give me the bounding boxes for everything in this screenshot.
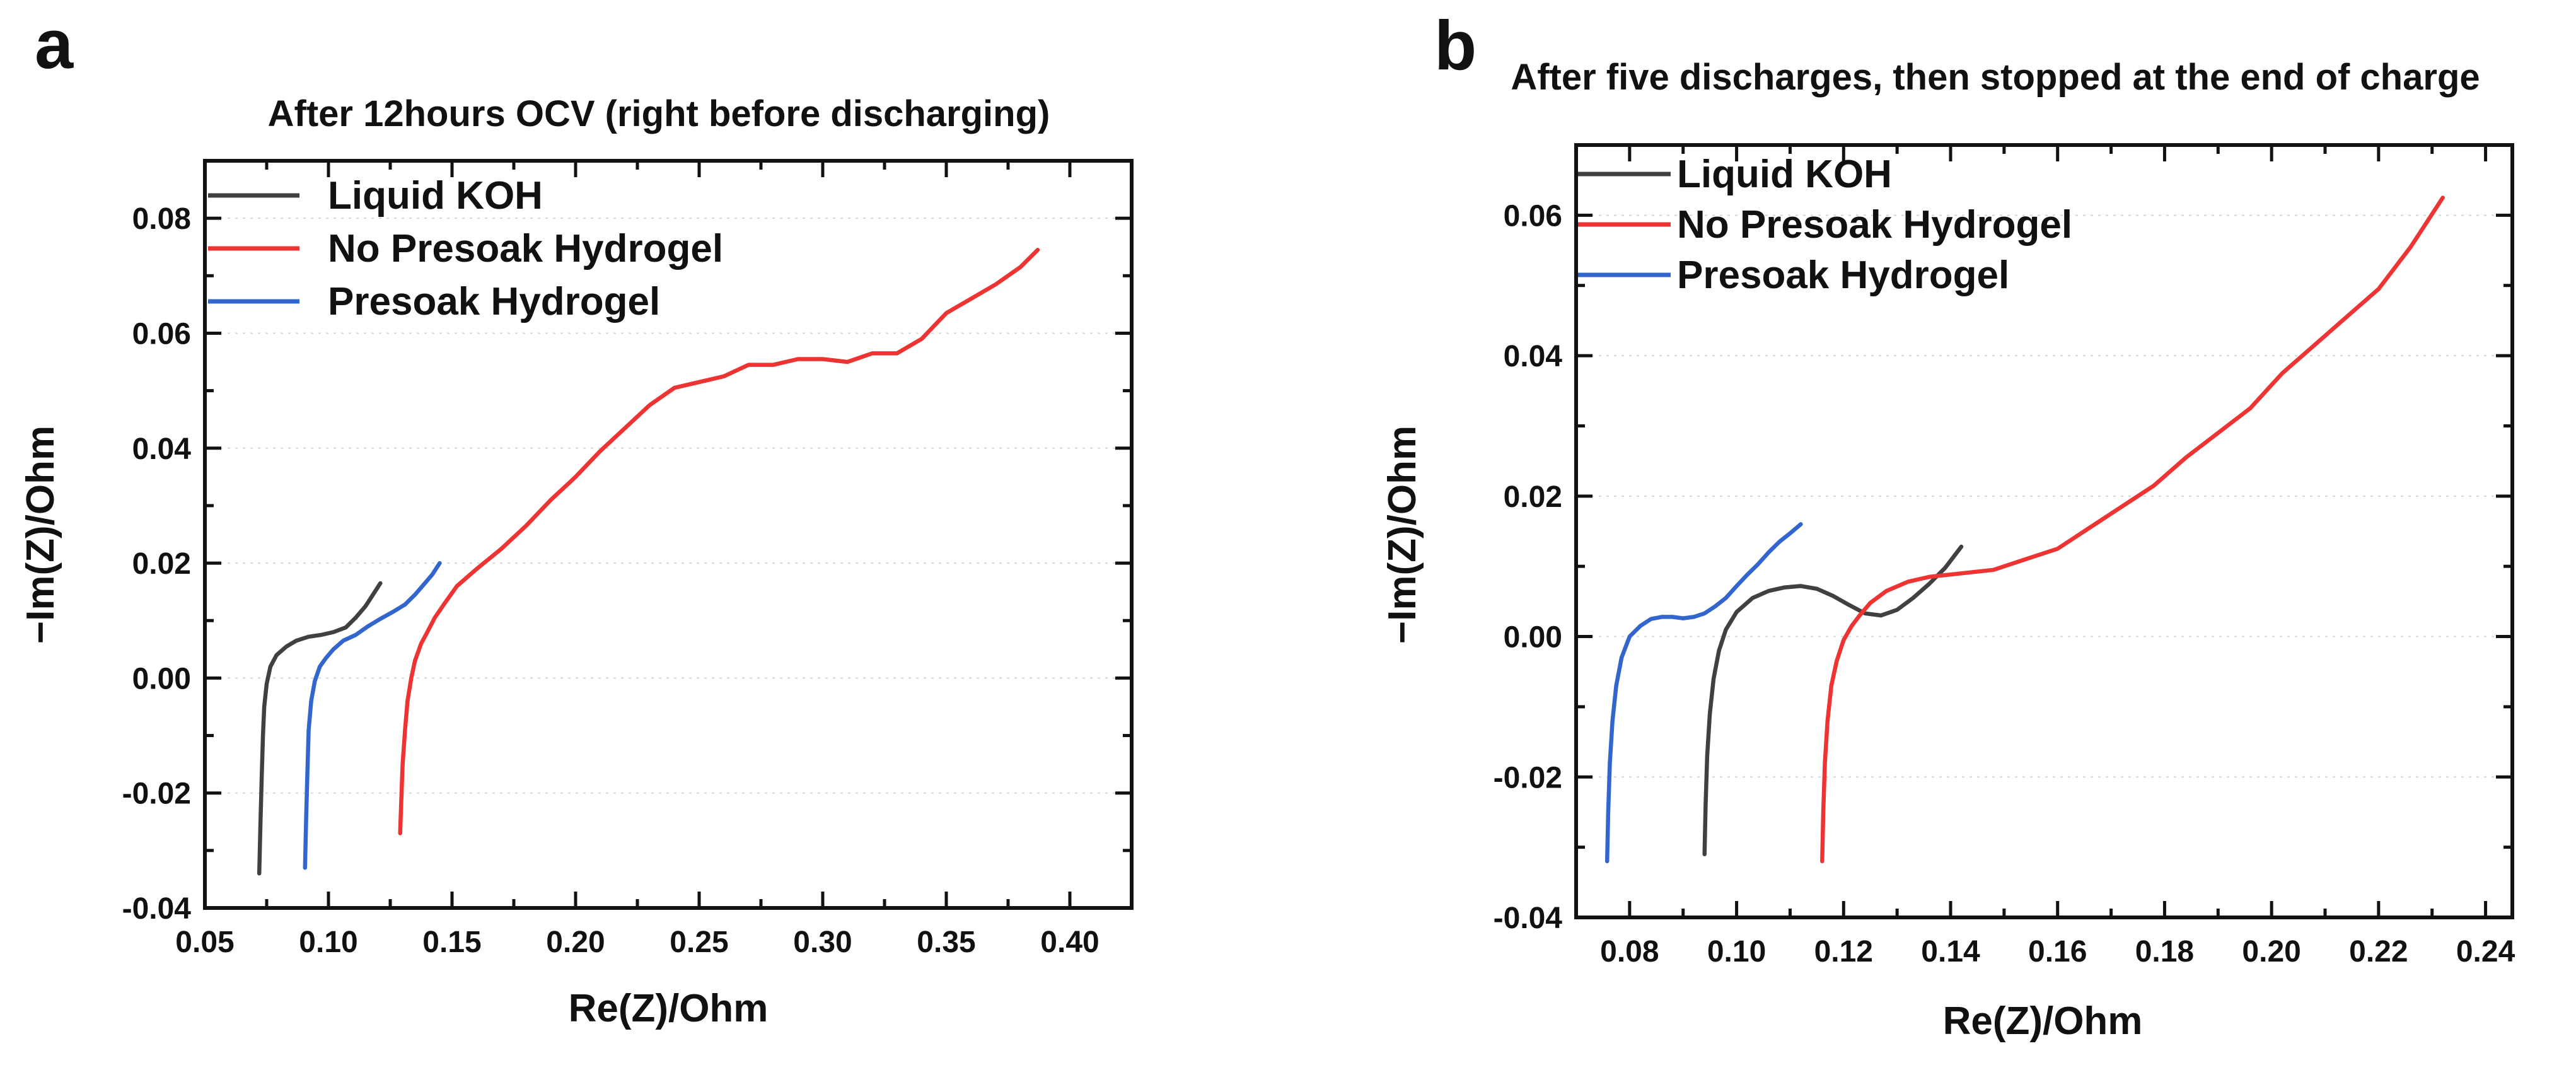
- plot-frame: [1574, 143, 2514, 919]
- y-tick-label: -0.04: [122, 892, 192, 926]
- x-axis-label: Re(Z)/Ohm: [569, 987, 769, 1030]
- panel-b: b After five discharges, then stopped at …: [1381, 7, 2515, 1043]
- series-line-liquid-koh: [1702, 544, 1964, 857]
- y-tick-label: 0.06: [1504, 199, 1562, 233]
- legend-label: No Presoak Hydrogel: [1677, 203, 2072, 247]
- y-tick-label: -0.02: [1494, 761, 1562, 794]
- y-axis-label: −Im(Z)/Ohm: [19, 426, 62, 644]
- x-tick-label: 0.25: [670, 926, 728, 959]
- y-tick-label: 0.00: [132, 662, 191, 695]
- x-tick-label: 0.18: [2135, 935, 2194, 968]
- x-tick-label: 0.20: [546, 926, 605, 959]
- y-tick-label: -0.02: [122, 777, 191, 811]
- series-line-no-presoak-hydrogel: [1820, 195, 2445, 864]
- x-tick-label: 0.16: [2028, 935, 2087, 968]
- legend-label: No Presoak Hydrogel: [328, 227, 723, 270]
- panel-a: a After 12hours OCV (right before dischar…: [19, 6, 1134, 1030]
- x-tick-label: 0.10: [299, 926, 357, 959]
- y-tick-label: 0.04: [1504, 340, 1563, 373]
- x-tick-label: 0.35: [917, 926, 975, 959]
- y-tick-label: 0.02: [1504, 480, 1562, 514]
- y-axis-label: −Im(Z)/Ohm: [1381, 426, 1424, 644]
- panel-letter: a: [35, 6, 74, 83]
- x-tick-label: 0.22: [2349, 935, 2408, 968]
- series-line-no-presoak-hydrogel: [398, 248, 1040, 835]
- legend-label: Liquid KOH: [1677, 153, 1892, 196]
- y-tick-label: 0.02: [132, 547, 191, 581]
- y-tick-label: 0.08: [132, 202, 191, 236]
- legend-label: Presoak Hydrogel: [328, 280, 660, 323]
- y-tick-label: -0.04: [1494, 902, 1563, 935]
- y-tick-label: 0.04: [132, 433, 192, 466]
- series-line-presoak-hydrogel: [303, 561, 442, 870]
- x-tick-label: 0.40: [1040, 926, 1099, 959]
- series-line-presoak-hydrogel: [1604, 522, 1803, 864]
- x-tick-label: 0.15: [422, 926, 481, 959]
- legend-label: Presoak Hydrogel: [1677, 253, 2009, 297]
- series-line-liquid-koh: [257, 581, 383, 876]
- chart-title: After 12hours OCV (right before discharg…: [268, 93, 1050, 134]
- y-tick-label: 0.06: [132, 317, 191, 351]
- x-tick-label: 0.12: [1814, 935, 1873, 968]
- plot-frame: [203, 159, 1134, 910]
- x-tick-label: 0.10: [1707, 935, 1766, 968]
- panel-letter: b: [1434, 7, 1477, 84]
- x-tick-label: 0.30: [793, 926, 852, 959]
- x-tick-label: 0.24: [2456, 935, 2515, 968]
- legend-label: Liquid KOH: [328, 174, 543, 218]
- x-tick-label: 0.14: [1921, 935, 1980, 968]
- x-tick-label: 0.08: [1600, 935, 1659, 968]
- x-axis-label: Re(Z)/Ohm: [1943, 999, 2143, 1043]
- chart-title: After five discharges, then stopped at t…: [1511, 57, 2480, 98]
- x-tick-label: 0.20: [2242, 935, 2300, 968]
- x-tick-label: 0.05: [175, 926, 234, 959]
- y-tick-label: 0.00: [1504, 621, 1562, 654]
